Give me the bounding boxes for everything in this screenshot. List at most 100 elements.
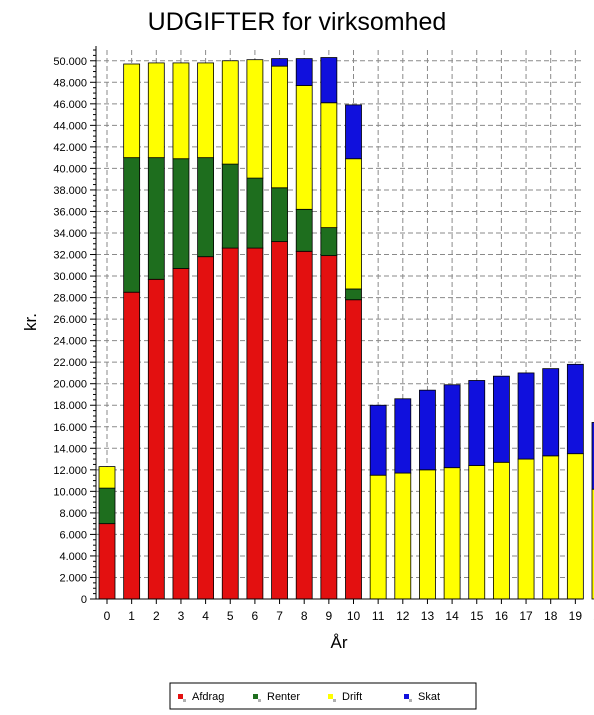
y-tick-label: 28.000 (53, 293, 87, 305)
x-tick-label: 3 (178, 609, 185, 623)
legend-item-drift: Drift (328, 691, 362, 703)
bar-segment-drift-18 (542, 455, 560, 600)
bar-segment-afdrag-6 (246, 247, 264, 600)
bar-segment-skat-8 (295, 58, 313, 86)
y-tick-label: 20.000 (53, 379, 87, 391)
y-tick-label: 50.000 (53, 56, 87, 68)
y-tick-label: 44.000 (53, 120, 87, 132)
bar-segment-afdrag-0 (98, 523, 116, 600)
y-tick-label: 22.000 (53, 357, 87, 369)
bars (98, 57, 594, 600)
y-tick-label: 10.000 (53, 486, 87, 498)
legend-swatch-shadow (258, 699, 261, 702)
bar-segment-skat-13 (419, 389, 436, 471)
legend-swatch (253, 694, 258, 699)
y-tick-label: 46.000 (53, 99, 87, 111)
bar-segment-afdrag-4 (197, 256, 215, 600)
bar-segment-drift-19 (566, 453, 584, 600)
y-tick-label: 30.000 (53, 271, 87, 283)
y-tick-label: 14.000 (53, 443, 87, 455)
bar-segment-drift-9 (320, 102, 338, 229)
bar-segment-skat-14 (443, 384, 461, 469)
y-axis-ticks: 0 2.000 4.000 6.000 8.000 10.000 12.000 14.000 1… (53, 56, 87, 606)
bar-segment-drift-17 (517, 458, 535, 600)
x-axis-label: År (331, 633, 348, 652)
x-tick-label: 7 (276, 609, 283, 623)
y-tick-label: 36.000 (53, 206, 87, 218)
legend-item-skat: Skat (404, 691, 440, 703)
bar-segment-skat-15 (468, 380, 486, 466)
bar-segment-renter-9 (320, 227, 338, 257)
x-tick-label: 15 (470, 609, 484, 623)
x-tick-label: 19 (569, 609, 583, 623)
bar-segment-skat-16 (492, 375, 510, 463)
bar-segment-drift-1 (123, 63, 141, 159)
bar-segment-afdrag-2 (147, 278, 165, 600)
bar-segment-renter-10 (345, 288, 362, 301)
bar-segment-skat-11 (369, 404, 387, 476)
chart-title: UDGIFTER for virksomhed (148, 8, 447, 36)
y-tick-label: 2.000 (59, 572, 87, 584)
bar-segment-afdrag-1 (123, 291, 141, 600)
x-tick-label: 0 (104, 609, 111, 623)
x-tick-label: 18 (544, 609, 558, 623)
bar-segment-drift-10 (345, 158, 362, 290)
x-tick-label: 13 (421, 609, 435, 623)
bar-segment-renter-0 (98, 487, 116, 525)
axes (90, 46, 583, 604)
x-tick-label: 2 (153, 609, 160, 623)
legend: Afdrag Renter Drift Skat (169, 682, 477, 710)
bar-segment-skat-7 (271, 58, 288, 67)
y-axis-label: kr. (21, 313, 40, 331)
bar-segment-afdrag-8 (295, 250, 313, 600)
x-tick-label: 4 (202, 609, 209, 623)
legend-swatch (178, 694, 183, 699)
legend-item-renter: Renter (253, 691, 300, 703)
bar-segment-afdrag-10 (345, 299, 362, 600)
bar-segment-renter-3 (172, 158, 190, 269)
y-tick-label: 26.000 (53, 314, 87, 326)
bar-segment-drift-14 (443, 467, 461, 600)
legend-swatch-shadow (333, 699, 336, 702)
x-tick-label: 16 (495, 609, 509, 623)
x-tick-label: 1 (128, 609, 135, 623)
bar-segment-drift-6 (246, 59, 264, 179)
x-tick-label: 12 (396, 609, 410, 623)
legend-swatch-shadow (409, 699, 412, 702)
bar-segment-renter-1 (123, 157, 141, 293)
legend-swatch (404, 694, 409, 699)
y-tick-label: 38.000 (53, 185, 87, 197)
bar-segment-renter-2 (147, 157, 165, 280)
y-tick-label: 6.000 (59, 529, 87, 541)
x-tick-label: 8 (301, 609, 308, 623)
x-tick-label: 14 (445, 609, 459, 623)
legend-swatch (328, 694, 333, 699)
legend-label: Afdrag (192, 691, 224, 703)
y-tick-label: 16.000 (53, 422, 87, 434)
bar-segment-afdrag-9 (320, 255, 338, 600)
legend-item-afdrag: Afdrag (178, 691, 224, 703)
y-tick-label: 32.000 (53, 250, 87, 262)
legend-frame (169, 682, 477, 710)
bar-segment-drift-4 (197, 62, 215, 159)
bar-segment-skat-10 (345, 104, 362, 160)
legend-label: Renter (267, 691, 300, 703)
y-tick-label: 8.000 (59, 508, 87, 520)
x-tick-label: 11 (372, 609, 385, 623)
y-tick-label: 18.000 (53, 400, 87, 412)
bar-segment-drift-8 (295, 85, 313, 210)
bar-segment-drift-5 (221, 60, 239, 165)
legend-swatch-shadow (183, 699, 186, 702)
bar-segment-skat-12 (394, 398, 412, 474)
bar-segment-skat-20 (591, 422, 594, 490)
y-tick-label: 4.000 (59, 551, 87, 563)
bar-segment-afdrag-3 (172, 268, 190, 600)
bar-segment-skat-18 (542, 368, 560, 457)
bar-segment-skat-9 (320, 57, 338, 104)
bar-segment-skat-19 (566, 363, 584, 455)
y-tick-label: 42.000 (53, 142, 87, 154)
bar-segment-renter-5 (221, 163, 239, 249)
y-tick-label: 40.000 (53, 163, 87, 175)
bar-segment-drift-0 (98, 466, 116, 489)
